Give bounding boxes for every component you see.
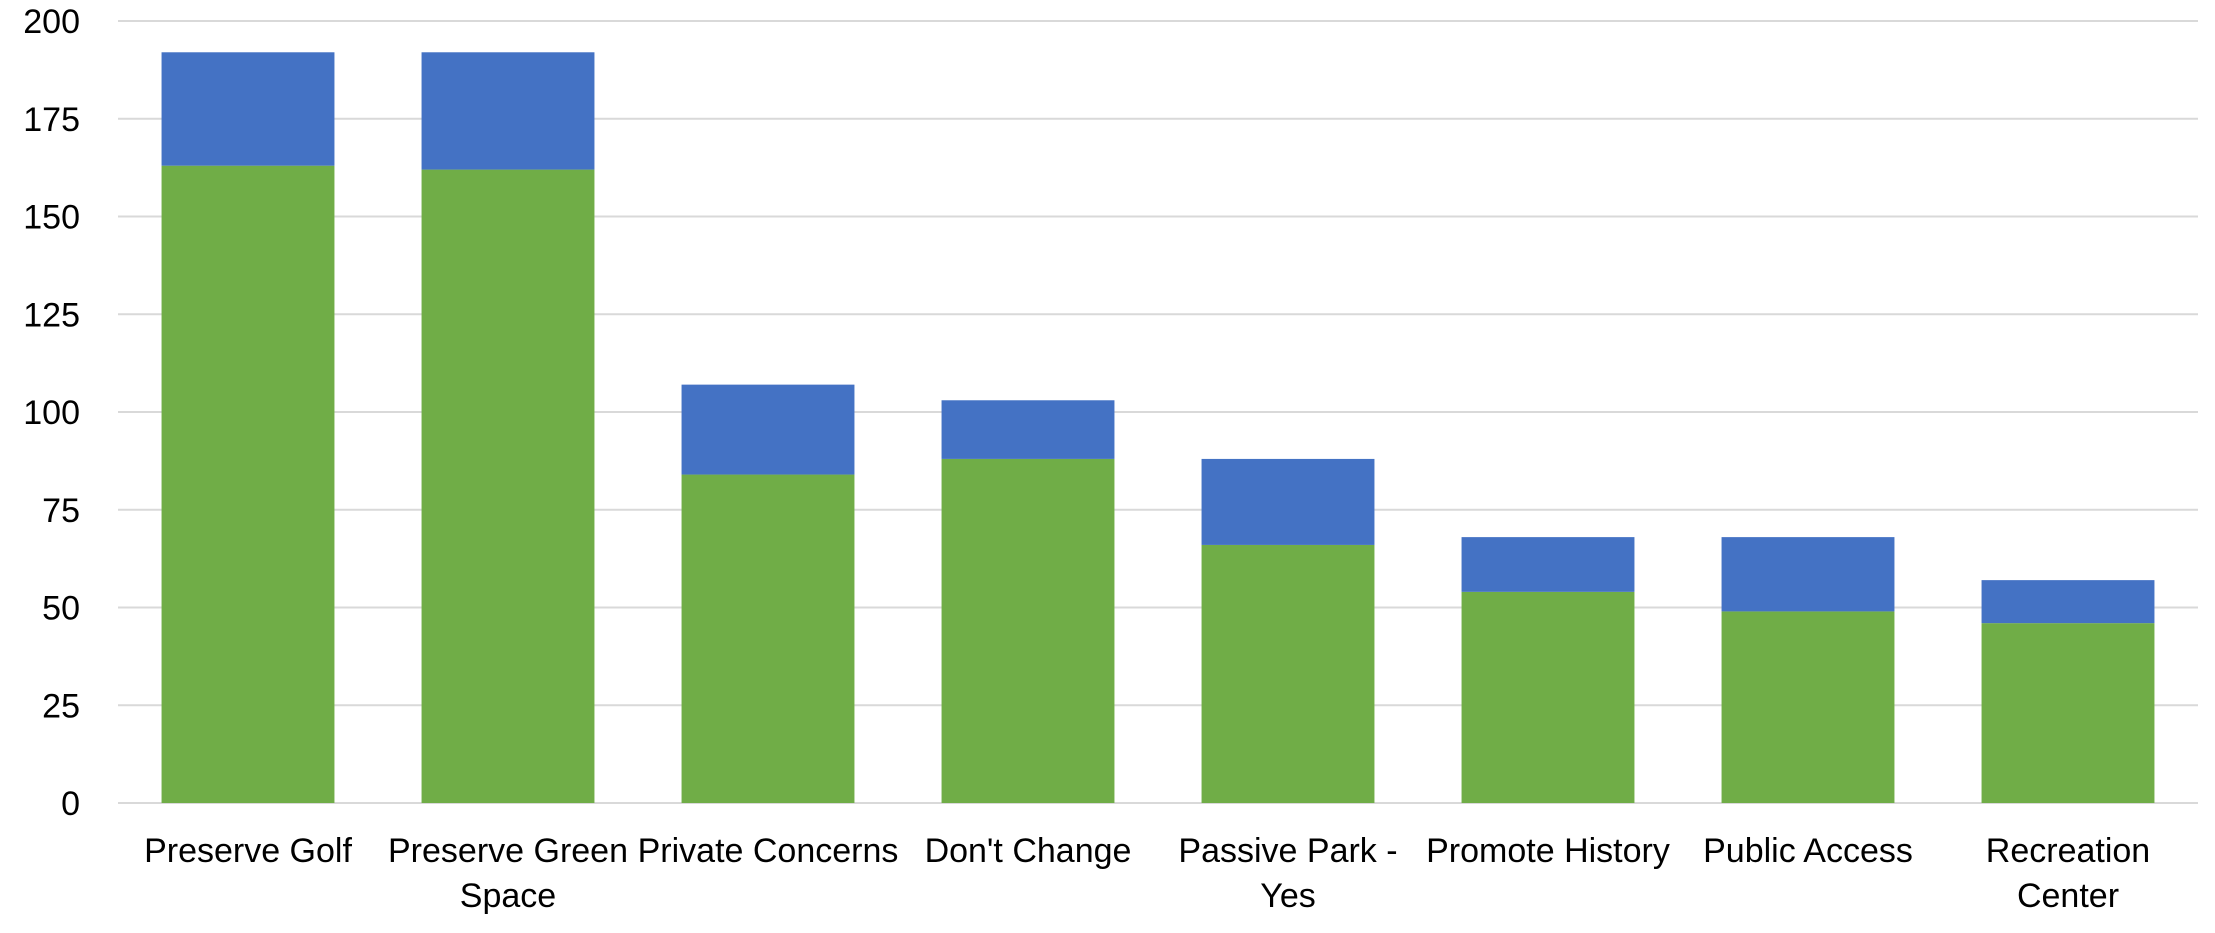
bar-segment xyxy=(1721,537,1895,612)
y-tick-label: 25 xyxy=(42,687,80,725)
y-tick-label: 175 xyxy=(23,101,80,139)
bar-segment xyxy=(941,458,1115,803)
bar-segment xyxy=(681,474,855,803)
x-tick-label: Yes xyxy=(1260,877,1315,915)
x-tick-label: Recreation xyxy=(1986,832,2150,870)
bar-segment xyxy=(1201,544,1375,803)
x-tick-label: Public Access xyxy=(1703,832,1913,870)
bar-segment xyxy=(681,384,855,475)
x-tick-label: Center xyxy=(2017,877,2119,915)
bar-segment xyxy=(421,52,595,170)
bar-segment xyxy=(1721,611,1895,803)
x-tick-label: Space xyxy=(460,877,556,915)
y-tick-label: 50 xyxy=(42,590,80,628)
bar-segment xyxy=(1461,537,1635,592)
bar-segment xyxy=(161,52,335,166)
bar-segment xyxy=(1201,458,1375,545)
bar-segment xyxy=(1461,591,1635,803)
y-tick-label: 200 xyxy=(23,3,80,41)
bar-segment xyxy=(941,400,1115,459)
bar-segment xyxy=(1981,580,2155,624)
bar-segment xyxy=(1981,623,2155,803)
x-tick-label: Don't Change xyxy=(925,832,1132,870)
y-tick-label: 100 xyxy=(23,394,80,432)
x-tick-label: Preserve Golf xyxy=(144,832,352,870)
bar-segment xyxy=(161,165,335,804)
x-tick-label: Private Concerns xyxy=(638,832,899,870)
y-tick-label: 125 xyxy=(23,296,80,334)
y-tick-label: 150 xyxy=(23,199,80,237)
y-tick-label: 0 xyxy=(61,785,80,823)
bar-segment xyxy=(421,169,595,803)
x-tick-label: Preserve Green xyxy=(388,832,628,870)
y-tick-label: 75 xyxy=(42,492,80,530)
x-tick-label: Passive Park - xyxy=(1178,832,1397,870)
x-tick-label: Promote History xyxy=(1426,832,1670,870)
